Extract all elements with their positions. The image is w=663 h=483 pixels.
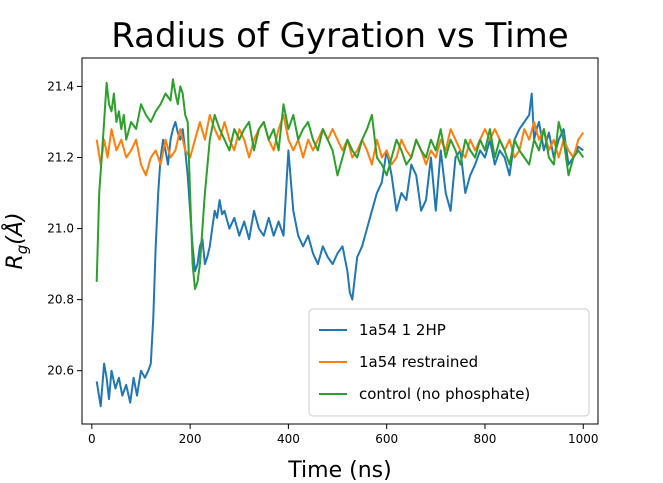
series-layer: [95, 78, 585, 408]
legend-label: 1a54 restrained: [359, 353, 478, 371]
x-tick-label: 400: [277, 432, 300, 446]
y-axis: 20.6 20.8 21.0 21.2 21.4: [47, 79, 82, 378]
x-axis-title: Time (ns): [287, 458, 391, 483]
legend-box: [308, 308, 590, 417]
y-axis-title: Rg(Å): [1, 212, 31, 269]
y-tick-label: 20.6: [47, 364, 74, 378]
x-tick-label: 600: [375, 432, 398, 446]
x-tick-label: 1000: [568, 432, 599, 446]
legend-label: control (no phosphate): [359, 385, 530, 403]
x-axis: 0 200 400 600 800 1000: [88, 424, 599, 446]
series-line-3: [95, 78, 585, 290]
y-tick-label: 20.8: [47, 293, 74, 307]
y-tick-label: 21.2: [47, 150, 74, 164]
y-tick-label: 21.0: [47, 222, 74, 236]
axes-frame: [81, 57, 599, 425]
legend-label: 1a54 1 2HP: [359, 321, 446, 339]
x-tick-label: 200: [179, 432, 202, 446]
legend: 1a54 1 2HP 1a54 restrained control (no pho…: [308, 308, 590, 417]
x-tick-label: 800: [474, 432, 497, 446]
x-tick-label: 0: [88, 432, 96, 446]
chart-title: Radius of Gyration vs Time: [111, 16, 568, 56]
y-tick-label: 21.4: [47, 79, 74, 93]
series-line-1: [95, 92, 584, 408]
